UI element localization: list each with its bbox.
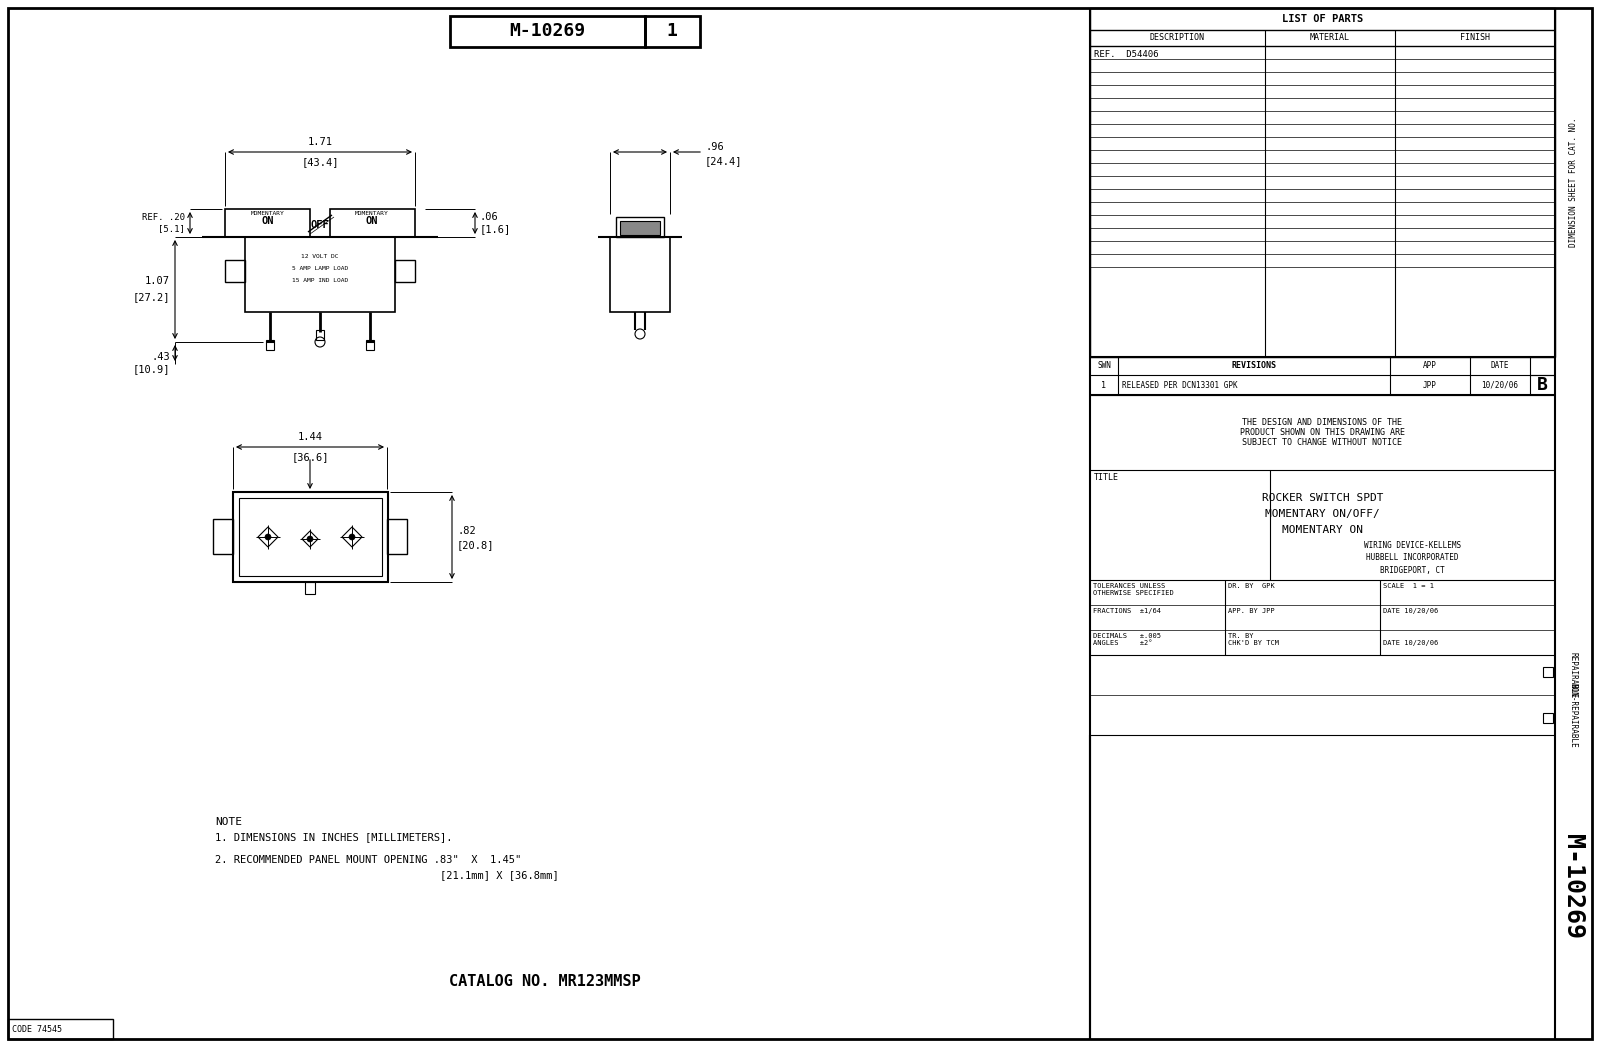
Text: MOMENTARY ON: MOMENTARY ON — [1282, 525, 1363, 535]
Text: DR. BY  GPK: DR. BY GPK — [1229, 583, 1275, 589]
Text: B: B — [1538, 376, 1547, 394]
Text: [21.1mm] X [36.8mm]: [21.1mm] X [36.8mm] — [214, 870, 558, 879]
Text: DATE 10/20/06: DATE 10/20/06 — [1382, 640, 1438, 646]
Bar — [238, 498, 382, 576]
Text: WIRING DEVICE-KELLEMS: WIRING DEVICE-KELLEMS — [1363, 541, 1461, 551]
Text: ON: ON — [366, 216, 378, 226]
Text: TOLERANCES UNLESS
OTHERWISE SPECIFIED: TOLERANCES UNLESS OTHERWISE SPECIFIED — [1093, 583, 1174, 596]
Text: CATALOG NO. MR123MMSP: CATALOG NO. MR123MMSP — [450, 975, 642, 989]
Text: M-10269: M-10269 — [509, 22, 586, 41]
Text: [36.6]: [36.6] — [291, 452, 328, 462]
Bar — [450, 16, 645, 47]
Text: RELEASED PER DCN13301 GPK: RELEASED PER DCN13301 GPK — [1122, 380, 1238, 389]
Bar — [610, 237, 670, 312]
Circle shape — [349, 534, 355, 540]
Text: JPP: JPP — [1422, 380, 1437, 389]
Bar — [387, 519, 406, 554]
Text: SCALE  1 = 1: SCALE 1 = 1 — [1382, 583, 1434, 589]
Text: .82: .82 — [458, 526, 475, 536]
Text: ANGLES     ±2°: ANGLES ±2° — [1093, 640, 1152, 646]
Text: TR. BY: TR. BY — [1229, 633, 1253, 639]
Text: DIMENSION SHEET FOR CAT. NO.: DIMENSION SHEET FOR CAT. NO. — [1568, 117, 1578, 247]
Text: 1.07: 1.07 — [146, 276, 170, 287]
Text: 5 AMP LAMP LOAD: 5 AMP LAMP LOAD — [291, 267, 349, 271]
Text: 1. DIMENSIONS IN INCHES [MILLIMETERS].: 1. DIMENSIONS IN INCHES [MILLIMETERS]. — [214, 832, 453, 842]
Text: FINISH: FINISH — [1459, 34, 1490, 43]
Bar — [616, 217, 664, 237]
Bar — [645, 16, 701, 47]
Text: REF. .20: REF. .20 — [142, 213, 186, 222]
Text: [5.1]: [5.1] — [158, 224, 186, 233]
Text: REPAIRABLE: REPAIRABLE — [1568, 652, 1578, 698]
Bar — [306, 582, 315, 594]
Text: [27.2]: [27.2] — [133, 292, 170, 303]
Text: MATERIAL: MATERIAL — [1310, 34, 1350, 43]
Bar — [395, 260, 414, 282]
Bar — [330, 209, 414, 237]
Text: [10.9]: [10.9] — [133, 364, 170, 374]
Text: MOMENTARY: MOMENTARY — [355, 211, 389, 216]
Text: [24.4]: [24.4] — [706, 156, 742, 166]
Text: ROCKER SWITCH SPDT: ROCKER SWITCH SPDT — [1262, 493, 1384, 503]
Text: 2. RECOMMENDED PANEL MOUNT OPENING .83"  X  1.45": 2. RECOMMENDED PANEL MOUNT OPENING .83" … — [214, 855, 522, 865]
Bar — [213, 519, 234, 554]
Text: 1: 1 — [1101, 380, 1107, 389]
Bar — [226, 260, 245, 282]
Text: SWN: SWN — [1098, 361, 1110, 371]
Text: REF.  D54406: REF. D54406 — [1094, 50, 1158, 59]
Bar — [1542, 667, 1554, 677]
Text: NOTE: NOTE — [214, 817, 242, 827]
Text: DATE: DATE — [1491, 361, 1509, 371]
Text: LIST OF PARTS: LIST OF PARTS — [1282, 14, 1363, 24]
Text: MOMENTARY: MOMENTARY — [251, 211, 285, 216]
Text: TITLE: TITLE — [1094, 473, 1118, 482]
Text: 12 VOLT DC: 12 VOLT DC — [301, 254, 339, 260]
Text: BRIDGEPORT, CT: BRIDGEPORT, CT — [1381, 565, 1445, 575]
Bar — [245, 237, 395, 312]
Bar — [317, 330, 323, 340]
Text: CHK'D BY TCM: CHK'D BY TCM — [1229, 640, 1278, 646]
Text: DESCRIPTION: DESCRIPTION — [1150, 34, 1205, 43]
Text: DATE 10/20/06: DATE 10/20/06 — [1382, 608, 1438, 614]
Text: 1.44: 1.44 — [298, 432, 323, 442]
Circle shape — [307, 536, 314, 542]
Circle shape — [266, 534, 270, 540]
Text: 1.71: 1.71 — [307, 137, 333, 147]
Text: HUBBELL INCORPORATED: HUBBELL INCORPORATED — [1366, 554, 1459, 562]
Text: REVISIONS: REVISIONS — [1232, 361, 1277, 371]
Text: [20.8]: [20.8] — [458, 540, 494, 550]
Text: OFF: OFF — [310, 220, 330, 230]
Text: M-10269: M-10269 — [1562, 834, 1586, 939]
Bar — [8, 1019, 114, 1039]
Text: .96: .96 — [706, 142, 723, 152]
Text: APP. BY JPP: APP. BY JPP — [1229, 608, 1275, 614]
Text: APP: APP — [1422, 361, 1437, 371]
Text: [1.6]: [1.6] — [480, 224, 512, 233]
Text: 15 AMP IND LOAD: 15 AMP IND LOAD — [291, 279, 349, 284]
Text: 1: 1 — [667, 22, 677, 41]
Text: 10/20/06: 10/20/06 — [1482, 380, 1518, 389]
Bar — [266, 340, 274, 350]
Text: DECIMALS   ±.005: DECIMALS ±.005 — [1093, 633, 1162, 639]
Bar — [366, 340, 374, 350]
Text: FRACTIONS  ±1/64: FRACTIONS ±1/64 — [1093, 608, 1162, 614]
Text: MOMENTARY ON/OFF/: MOMENTARY ON/OFF/ — [1266, 509, 1379, 519]
Text: ON: ON — [262, 216, 274, 226]
Bar — [234, 492, 387, 582]
Text: THE DESIGN AND DIMENSIONS OF THE
PRODUCT SHOWN ON THIS DRAWING ARE
SUBJECT TO CH: THE DESIGN AND DIMENSIONS OF THE PRODUCT… — [1240, 418, 1405, 447]
Bar — [226, 209, 310, 237]
Bar — [1090, 8, 1555, 357]
Bar — [1542, 713, 1554, 723]
Bar — [621, 221, 661, 235]
Text: .43: .43 — [152, 352, 170, 362]
Text: [43.4]: [43.4] — [301, 157, 339, 168]
Text: CODE 74545: CODE 74545 — [13, 1025, 62, 1033]
Text: .06: .06 — [480, 211, 499, 222]
Text: NON-REPAIRABLE: NON-REPAIRABLE — [1568, 683, 1578, 748]
